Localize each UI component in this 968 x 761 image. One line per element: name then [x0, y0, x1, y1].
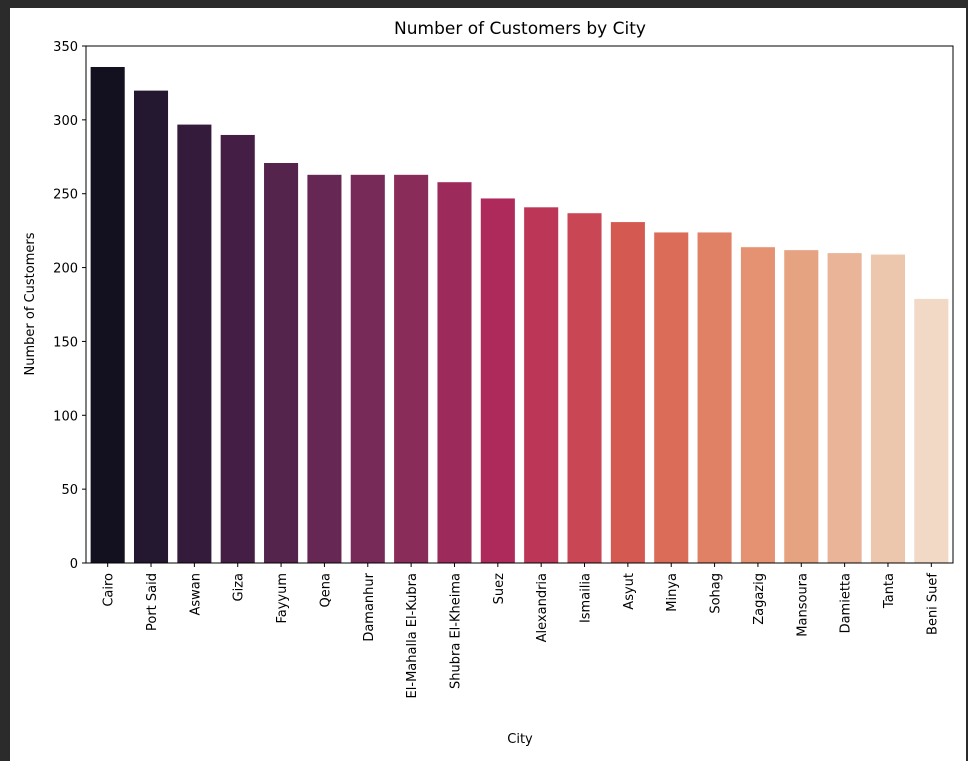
- x-tick-label: Port Said: [145, 573, 160, 631]
- bar-cairo: [90, 66, 126, 564]
- bar-damanhur: [350, 174, 386, 564]
- x-tick-label: Sohag: [709, 573, 724, 614]
- bar-zagazig: [740, 246, 776, 564]
- y-tick-label: 100: [53, 409, 78, 424]
- x-axis-label: City: [507, 732, 533, 747]
- x-tick-label: Damanhur: [362, 572, 377, 641]
- bar-fayyum: [263, 162, 299, 564]
- bar-qena: [306, 174, 343, 564]
- x-tick-label: Fayyum: [275, 573, 290, 624]
- x-tick-label: Suez: [492, 573, 507, 604]
- bar-asyut: [610, 221, 646, 564]
- bar-minya: [653, 231, 689, 564]
- x-tick-label: Cairo: [102, 573, 117, 607]
- x-tick-label: Ismailia: [579, 573, 594, 623]
- axes-frame: [85, 45, 954, 564]
- bar-port-said: [133, 90, 169, 564]
- x-tick-label: Mansoura: [795, 573, 810, 637]
- y-tick-label: 250: [53, 188, 78, 203]
- y-tick-label: 300: [53, 114, 78, 129]
- bar-suez: [480, 197, 516, 564]
- chart-title: Number of Customers by City: [394, 19, 646, 39]
- x-tick-label: Minya: [665, 573, 680, 612]
- y-axis-label: Number of Customers: [23, 232, 38, 375]
- y-tick-label: 0: [70, 557, 78, 572]
- bar-beni-suef: [913, 298, 949, 564]
- bar-aswan: [176, 123, 213, 564]
- y-tick-label: 150: [53, 335, 78, 350]
- x-tick-label: Shubra El-Kheima: [448, 573, 463, 689]
- bar-ismailia: [566, 212, 603, 564]
- x-tick-label: Damietta: [839, 573, 854, 633]
- bar-mansoura: [783, 249, 819, 564]
- y-tick-label: 200: [53, 262, 78, 277]
- bar-alexandria: [523, 206, 559, 564]
- x-tick-label: Asyut: [622, 573, 637, 610]
- x-tick-label: Zagazig: [752, 573, 767, 625]
- x-tick-label: Giza: [232, 573, 247, 601]
- x-tick-label: Aswan: [188, 573, 203, 616]
- bar-giza: [220, 134, 256, 564]
- x-tick-label: El-Mahalla El-Kubra: [405, 573, 420, 698]
- y-tick-label: 50: [61, 483, 78, 498]
- bar-el-mahalla-el-kubra: [393, 174, 429, 564]
- x-tick-label: Beni Suef: [925, 573, 940, 635]
- y-tick-label: 350: [53, 40, 78, 55]
- bar-sohag: [696, 231, 733, 564]
- bar-tanta: [870, 253, 906, 564]
- x-tick-label: Qena: [318, 573, 333, 607]
- x-tick-label: Tanta: [882, 573, 897, 609]
- bar-damietta: [826, 252, 863, 564]
- bar-shubra-el-kheima: [436, 181, 473, 564]
- x-tick-label: Alexandria: [535, 573, 550, 642]
